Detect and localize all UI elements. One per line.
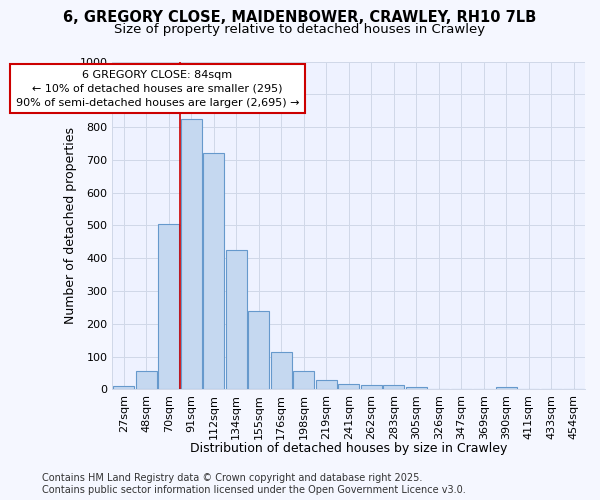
Y-axis label: Number of detached properties: Number of detached properties	[64, 127, 77, 324]
Bar	[361, 386, 382, 390]
Bar	[181, 119, 202, 390]
Bar	[158, 224, 179, 390]
Bar	[271, 352, 292, 390]
X-axis label: Distribution of detached houses by size in Crawley: Distribution of detached houses by size …	[190, 442, 508, 455]
Bar	[248, 312, 269, 390]
Bar	[113, 386, 134, 390]
Bar	[226, 250, 247, 390]
Text: 6 GREGORY CLOSE: 84sqm
← 10% of detached houses are smaller (295)
90% of semi-de: 6 GREGORY CLOSE: 84sqm ← 10% of detached…	[16, 70, 299, 108]
Bar	[406, 387, 427, 390]
Text: Size of property relative to detached houses in Crawley: Size of property relative to detached ho…	[115, 22, 485, 36]
Bar	[316, 380, 337, 390]
Text: Contains HM Land Registry data © Crown copyright and database right 2025.
Contai: Contains HM Land Registry data © Crown c…	[42, 474, 466, 495]
Text: 6, GREGORY CLOSE, MAIDENBOWER, CRAWLEY, RH10 7LB: 6, GREGORY CLOSE, MAIDENBOWER, CRAWLEY, …	[64, 10, 536, 25]
Bar	[203, 154, 224, 390]
Bar	[496, 387, 517, 390]
Bar	[383, 386, 404, 390]
Bar	[136, 370, 157, 390]
Bar	[293, 370, 314, 390]
Bar	[338, 384, 359, 390]
